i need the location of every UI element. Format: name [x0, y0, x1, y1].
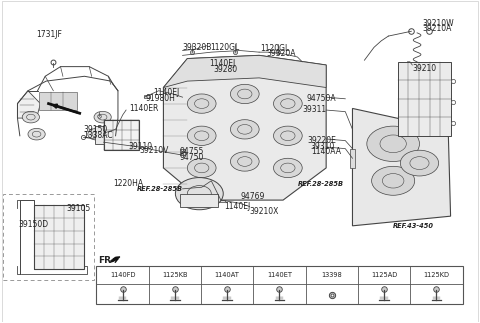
Text: 1140EJ: 1140EJ [153, 89, 179, 98]
Text: 1140EJ: 1140EJ [225, 202, 251, 211]
Bar [95, 126, 104, 144]
Circle shape [28, 128, 45, 140]
Text: 39210W: 39210W [423, 19, 455, 28]
Circle shape [274, 94, 302, 113]
Circle shape [187, 158, 216, 178]
Text: 39311: 39311 [302, 105, 326, 114]
Bar [3, 194, 94, 280]
Polygon shape [163, 55, 326, 88]
Circle shape [274, 126, 302, 145]
Text: 1140AT: 1140AT [215, 272, 240, 278]
Text: 1140ET: 1140ET [267, 272, 292, 278]
Polygon shape [352, 109, 451, 226]
Text: 1140ER: 1140ER [129, 104, 158, 113]
Circle shape [400, 150, 439, 176]
Circle shape [230, 84, 259, 104]
Text: 13398: 13398 [322, 272, 342, 278]
Circle shape [367, 126, 420, 162]
Bar [39, 92, 77, 110]
Text: 91980H: 91980H [146, 94, 176, 103]
Text: 39210V: 39210V [140, 146, 169, 155]
Text: 1120GL: 1120GL [260, 44, 289, 53]
Bar [34, 205, 84, 269]
Circle shape [230, 152, 259, 171]
Bar [180, 149, 185, 152]
Bar [180, 194, 218, 206]
Bar [350, 149, 355, 168]
Circle shape [88, 128, 105, 140]
Text: 1140AA: 1140AA [311, 147, 341, 156]
Text: 1220HA: 1220HA [113, 179, 144, 188]
Bar [180, 152, 185, 155]
Text: 39320A: 39320A [267, 49, 296, 58]
Text: 94755: 94755 [179, 147, 204, 156]
Text: 39280: 39280 [214, 65, 238, 74]
Polygon shape [163, 55, 326, 200]
Circle shape [372, 166, 415, 195]
Text: 39220E: 39220E [307, 136, 336, 145]
Circle shape [94, 111, 111, 123]
Text: REF.28-285B: REF.28-285B [137, 186, 183, 192]
Circle shape [22, 111, 39, 123]
Text: 1125AD: 1125AD [371, 272, 397, 278]
Text: 39320B: 39320B [182, 43, 212, 52]
Text: 39105: 39105 [67, 203, 91, 213]
Text: 39210X: 39210X [250, 207, 279, 216]
Text: 1140FD: 1140FD [110, 272, 135, 278]
Text: REF.43-450: REF.43-450 [393, 223, 434, 229]
Text: 39210A: 39210A [423, 24, 452, 33]
Circle shape [230, 120, 259, 139]
Text: 94769: 94769 [241, 193, 265, 201]
Text: FR: FR [98, 256, 111, 265]
Polygon shape [17, 91, 40, 118]
Text: 94750A: 94750A [306, 94, 336, 103]
Text: 39150: 39150 [83, 125, 107, 134]
Bar [219, 200, 225, 202]
Bar [144, 95, 150, 98]
Circle shape [187, 126, 216, 145]
Text: 39210: 39210 [412, 64, 436, 73]
Text: 39150D: 39150D [19, 220, 49, 229]
Text: 1338AC: 1338AC [83, 130, 113, 140]
Text: 94750: 94750 [179, 153, 204, 162]
Text: 1125KB: 1125KB [162, 272, 188, 278]
Bar [96, 266, 463, 304]
Text: 39110: 39110 [128, 141, 152, 151]
Text: 1731JF: 1731JF [36, 30, 62, 39]
Circle shape [187, 94, 216, 113]
Polygon shape [110, 256, 120, 263]
Text: 39310: 39310 [311, 141, 335, 151]
Circle shape [274, 158, 302, 178]
Text: 1140EJ: 1140EJ [209, 59, 235, 68]
Circle shape [175, 178, 223, 210]
Text: 1125KD: 1125KD [423, 272, 449, 278]
Text: REF.28-285B: REF.28-285B [298, 181, 343, 187]
Text: 1120GL: 1120GL [210, 43, 239, 52]
Bar [104, 120, 140, 150]
Bar [398, 62, 451, 136]
